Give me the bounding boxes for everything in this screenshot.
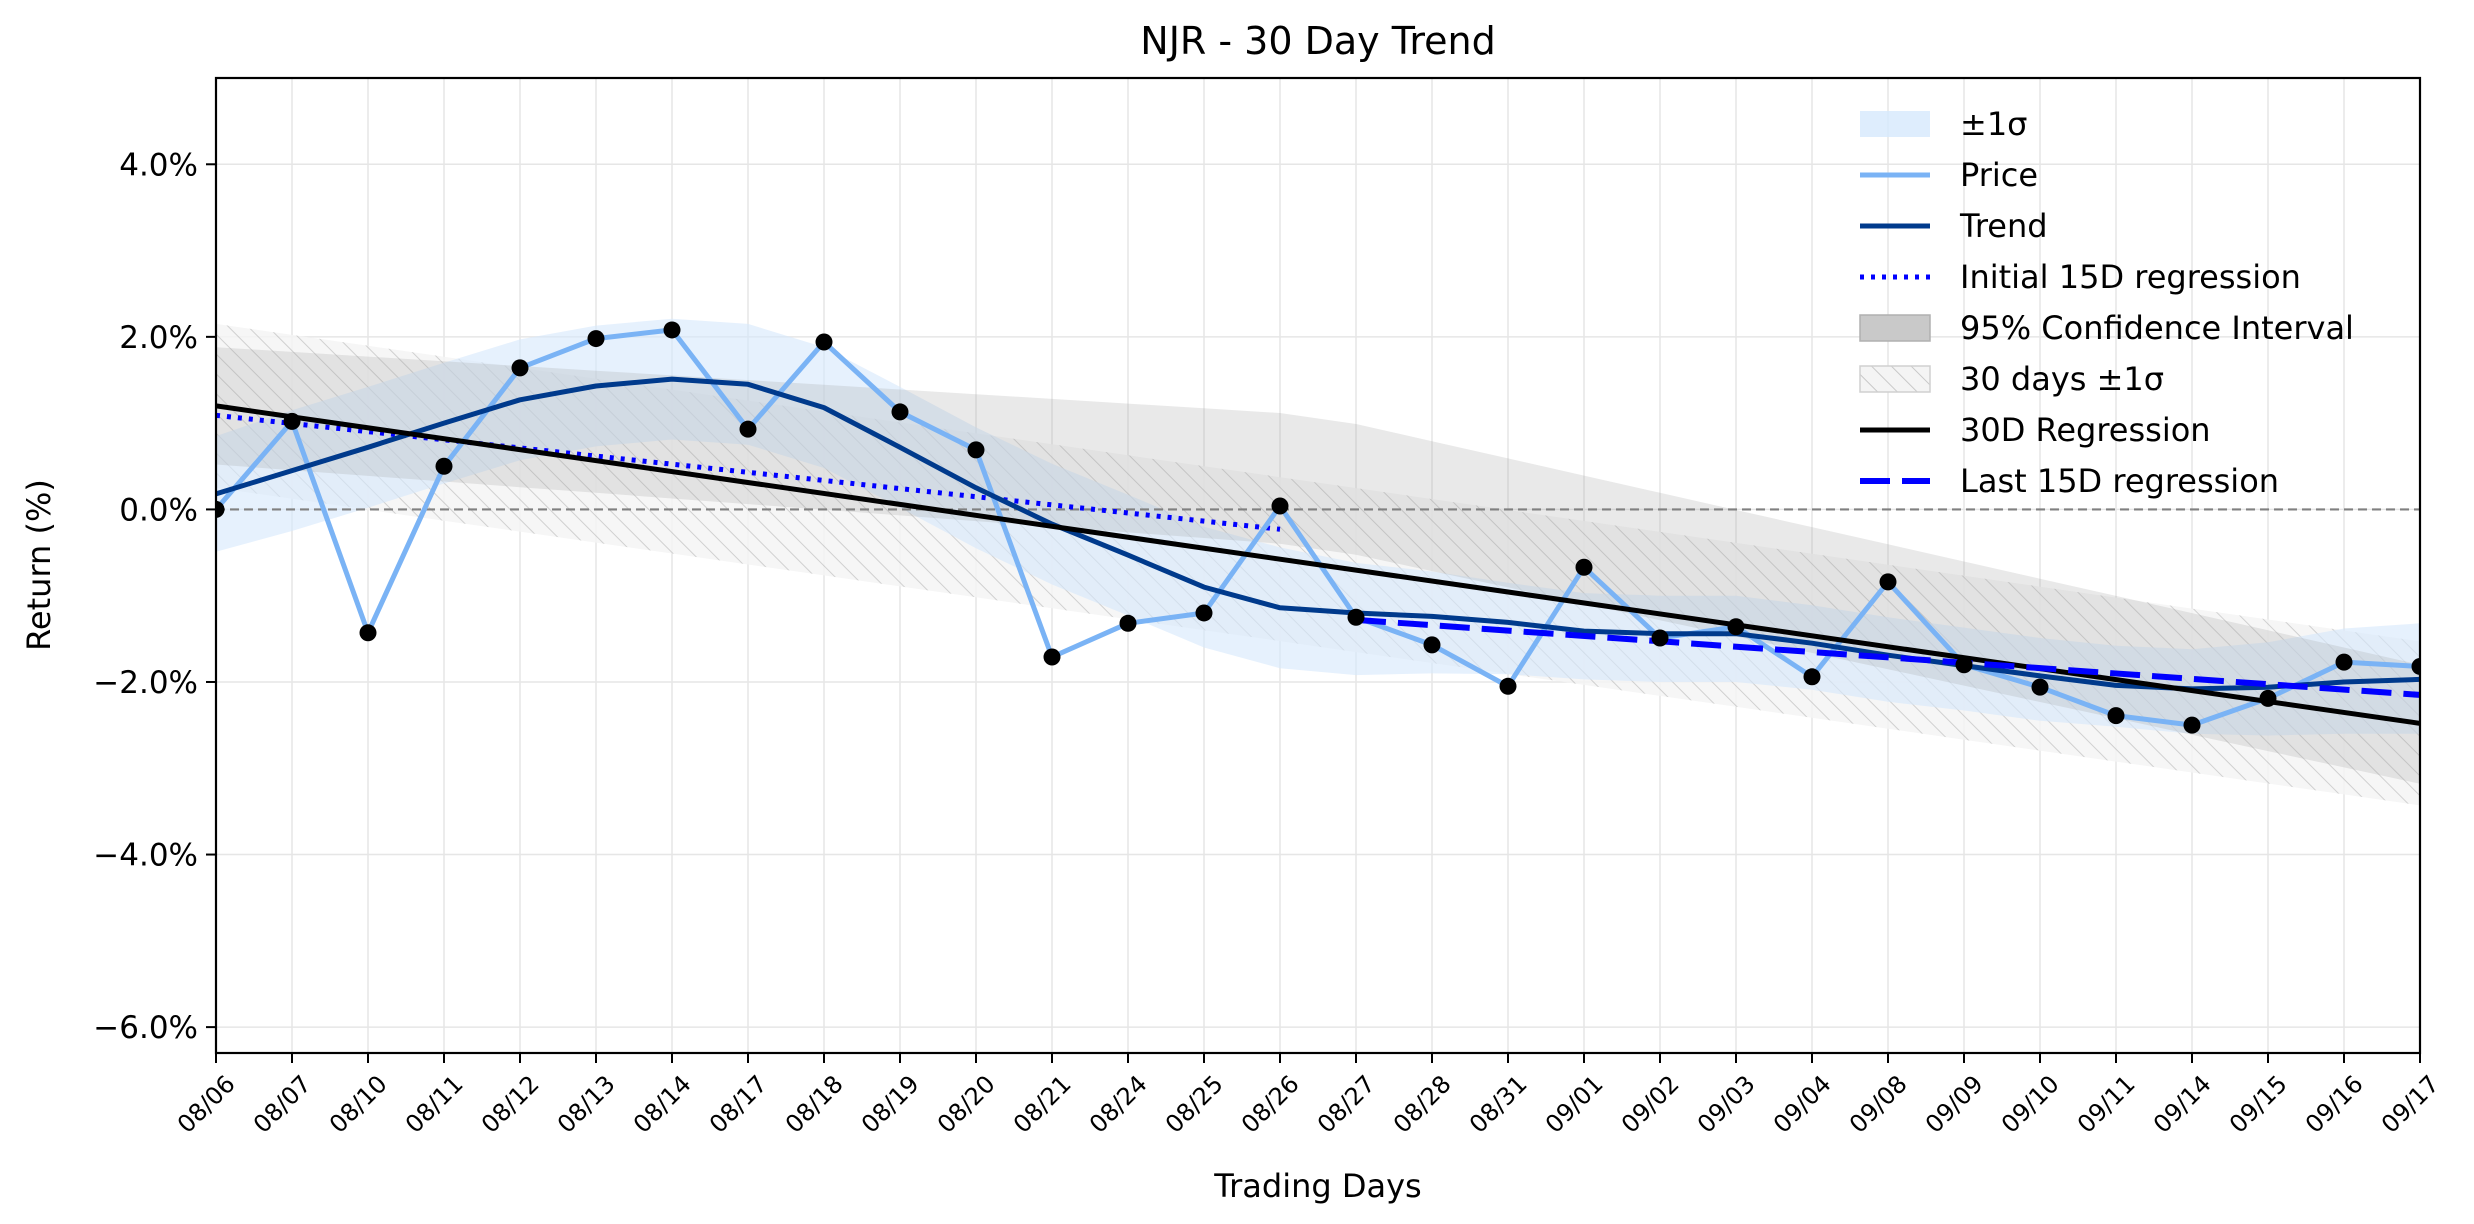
y-axis-label: Return (%) — [20, 479, 58, 651]
price-point — [283, 412, 301, 430]
y-tick-label: 0.0% — [119, 492, 198, 528]
trend-line — [216, 376, 2420, 692]
price-point — [2335, 653, 2353, 671]
legend-label: 95% Confidence Interval — [1960, 309, 2354, 347]
price-point — [216, 500, 225, 518]
legend-label: 30D Regression — [1960, 411, 2211, 449]
price-point — [891, 403, 909, 421]
price-point — [739, 420, 757, 438]
chart-title: NJR - 30 Day Trend — [1140, 19, 1495, 63]
legend-label: Last 15D regression — [1960, 462, 2279, 500]
legend-label: 30 days ±1σ — [1960, 360, 2164, 398]
price-point — [967, 441, 985, 459]
price-point — [1119, 614, 1137, 632]
price-point — [2107, 707, 2125, 725]
price-point — [435, 457, 453, 475]
price-point — [663, 321, 681, 339]
legend-swatch-sigma — [1860, 111, 1930, 137]
legend-item: Trend — [1860, 207, 2048, 245]
y-tick-label: −4.0% — [93, 838, 198, 874]
legend-label: ±1σ — [1960, 105, 2027, 143]
initial-15d-regression-line — [216, 412, 1281, 532]
legend-item: Initial 15D regression — [1860, 258, 2301, 296]
price-point — [1651, 629, 1669, 647]
y-tick-label: −6.0% — [93, 1010, 198, 1046]
legend-label: Initial 15D regression — [1960, 258, 2301, 296]
price-point — [1271, 497, 1289, 515]
y-tick-label: 2.0% — [119, 320, 198, 356]
legend-item: Last 15D regression — [1860, 462, 2279, 500]
plot-frame — [214, 76, 2422, 1055]
legend-item: 95% Confidence Interval — [1859, 309, 2354, 347]
legend-label: Trend — [1959, 207, 2048, 245]
legend-swatch-thirty-day-sigma — [1859, 365, 1931, 393]
price-point — [1803, 668, 1821, 686]
price-point — [2411, 657, 2420, 675]
price-line — [216, 327, 2420, 728]
price-point — [1879, 573, 1897, 591]
plot-area — [216, 318, 2420, 806]
price-point — [815, 333, 833, 351]
legend-item: ±1σ — [1860, 105, 2027, 143]
legend-label: Price — [1960, 156, 2038, 194]
price-point — [2183, 716, 2201, 734]
price-point — [587, 330, 605, 348]
price-point — [1727, 618, 1745, 636]
price-point — [2031, 678, 2049, 696]
price-point — [1955, 656, 1973, 674]
last-15d-regression-line — [1355, 616, 2420, 698]
x-axis-label: Trading Days — [1213, 1167, 1421, 1205]
y-tick-label: −2.0% — [93, 665, 198, 701]
legend-item: 30D Regression — [1860, 411, 2211, 449]
price-point — [1575, 558, 1593, 576]
sigma-band — [216, 318, 2420, 736]
y-tick-label: 4.0% — [119, 147, 198, 183]
confidence-interval-band — [216, 347, 2420, 784]
legend-swatch-confidence — [1859, 314, 1931, 342]
price-point — [1195, 604, 1213, 622]
price-point — [359, 624, 377, 642]
price-point — [1423, 636, 1441, 654]
price-point — [1499, 677, 1517, 695]
legend-item: 30 days ±1σ — [1859, 360, 2164, 398]
legend-item: Price — [1860, 156, 2038, 194]
price-point — [511, 359, 529, 377]
legend: ±1σ Price Trend Initial 15D regression 95% C… — [1859, 105, 2354, 500]
price-point — [1347, 608, 1365, 626]
price-point — [1043, 648, 1061, 666]
price-point — [2259, 689, 2277, 707]
